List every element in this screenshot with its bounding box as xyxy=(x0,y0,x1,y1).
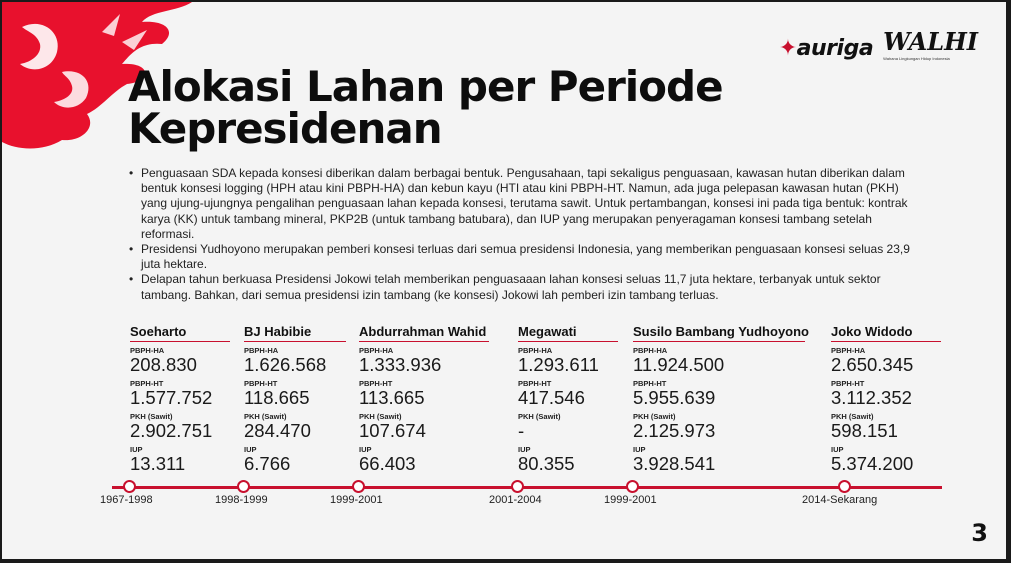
president-name: BJ Habibie xyxy=(244,324,346,342)
president-name: Joko Widodo xyxy=(831,324,941,342)
president-name: Soeharto xyxy=(130,324,230,342)
bullet-item: Penguasaan SDA kepada konsesi diberikan … xyxy=(128,166,918,242)
bullet-list: Penguasaan SDA kepada konsesi diberikan … xyxy=(128,166,918,303)
metric-label: PBPH-HA xyxy=(130,346,165,355)
metric-value: - xyxy=(518,420,525,441)
president-column-widodo: Joko Widodo PBPH-HA 2.650.345 PBPH-HT 3.… xyxy=(831,324,941,474)
metric-label: PBPH-HT xyxy=(518,379,552,388)
timeline-dot xyxy=(626,480,639,493)
metric-value: 3.112.352 xyxy=(831,387,912,408)
president-column-yudhoyono: Susilo Bambang Yudhoyono PBPH-HA 11.924.… xyxy=(633,324,809,474)
metric-value: 1.626.568 xyxy=(244,354,327,375)
metric-value: 80.355 xyxy=(518,453,575,474)
president-name: Megawati xyxy=(518,324,618,342)
auriga-logo: ✦auriga xyxy=(778,36,874,61)
metric-value: 284.470 xyxy=(244,420,311,441)
timeline-dot xyxy=(237,480,250,493)
metric-value: 598.151 xyxy=(831,420,898,441)
metric-value: 13.311 xyxy=(130,453,186,474)
metric-label: PKH (Sawit) xyxy=(130,412,173,421)
partner-logos: ✦auriga WALHI Wahana Lingkungan Hidup In… xyxy=(778,27,978,62)
timeline-dot xyxy=(123,480,136,493)
metric-label: PBPH-HA xyxy=(831,346,866,355)
timeline-dot xyxy=(352,480,365,493)
period-label: 1967-1998 xyxy=(100,494,153,506)
metric-label: IUP xyxy=(831,445,844,454)
president-name: Susilo Bambang Yudhoyono xyxy=(633,324,809,342)
metric-label: PBPH-HT xyxy=(831,379,865,388)
timeline-dot xyxy=(511,480,524,493)
metric-label: IUP xyxy=(518,445,531,454)
metric-value: 1.577.752 xyxy=(130,387,213,408)
timeline-line xyxy=(112,486,942,489)
period-label: 1999-2001 xyxy=(330,494,383,506)
metric-label: PKH (Sawit) xyxy=(831,412,874,421)
president-column-habibie: BJ Habibie PBPH-HA 1.626.568 PBPH-HT 118… xyxy=(244,324,346,474)
period-label: 1998-1999 xyxy=(215,494,268,506)
metric-value: 6.766 xyxy=(244,453,291,474)
page-title-line-1: Alokasi Lahan per Periode xyxy=(128,62,724,111)
metric-value: 2.650.345 xyxy=(831,354,914,375)
metric-label: PBPH-HT xyxy=(244,379,278,388)
metric-value: 5.955.639 xyxy=(633,387,716,408)
metric-value: 417.546 xyxy=(518,387,585,408)
auriga-logo-text: auriga xyxy=(796,36,874,61)
walhi-logo-text: WALHI xyxy=(883,27,978,56)
metric-label: IUP xyxy=(130,445,143,454)
page-title-line-2: Kepresidenan xyxy=(128,104,443,153)
page-title: Alokasi Lahan per Periode Kepresidenan xyxy=(128,62,724,153)
metric-label: PBPH-HT xyxy=(130,379,164,388)
metric-label: PBPH-HA xyxy=(518,346,553,355)
metric-value: 208.830 xyxy=(130,354,197,375)
metric-value: 2.125.973 xyxy=(633,420,716,441)
garuda-decoration-icon xyxy=(2,2,192,149)
page-number: 3 xyxy=(971,519,988,547)
bullet-item: Presidensi Yudhoyono merupakan pemberi k… xyxy=(128,242,918,272)
president-column-soeharto: Soeharto PBPH-HA 208.830 PBPH-HT 1.577.7… xyxy=(130,324,230,474)
period-label: 2001-2004 xyxy=(489,494,542,506)
metric-label: IUP xyxy=(244,445,257,454)
metric-label: PKH (Sawit) xyxy=(518,412,561,421)
metric-label: PKH (Sawit) xyxy=(633,412,676,421)
metric-label: PBPH-HT xyxy=(359,379,393,388)
metric-label: PKH (Sawit) xyxy=(359,412,402,421)
timeline-dot xyxy=(838,480,851,493)
bullet-item: Delapan tahun berkuasa Presidensi Jokowi… xyxy=(128,272,918,302)
metric-label: PBPH-HA xyxy=(244,346,279,355)
metric-label: IUP xyxy=(633,445,646,454)
metric-label: PBPH-HT xyxy=(633,379,667,388)
metric-value: 113.665 xyxy=(359,387,425,408)
metric-value: 107.674 xyxy=(359,420,426,441)
president-column-megawati: Megawati PBPH-HA 1.293.611 PBPH-HT 417.5… xyxy=(518,324,618,474)
metric-label: IUP xyxy=(359,445,372,454)
metric-value: 11.924.500 xyxy=(633,354,725,375)
metric-value: 1.293.611 xyxy=(518,354,599,375)
president-name: Abdurrahman Wahid xyxy=(359,324,489,342)
walhi-logo-subtitle: Wahana Lingkungan Hidup Indonesia xyxy=(883,56,950,61)
metric-value: 66.403 xyxy=(359,453,416,474)
president-column-wahid: Abdurrahman Wahid PBPH-HA 1.333.936 PBPH… xyxy=(359,324,489,474)
metric-value: 1.333.936 xyxy=(359,354,442,375)
metric-label: PBPH-HA xyxy=(633,346,668,355)
period-label: 2014-Sekarang xyxy=(802,494,878,506)
metric-value: 3.928.541 xyxy=(633,453,716,474)
metric-label: PKH (Sawit) xyxy=(244,412,287,421)
metric-value: 2.902.751 xyxy=(130,420,213,441)
metric-value: 5.374.200 xyxy=(831,453,914,474)
metric-label: PBPH-HA xyxy=(359,346,394,355)
period-label: 1999-2001 xyxy=(604,494,657,506)
walhi-logo: WALHI Wahana Lingkungan Hidup Indonesia xyxy=(883,27,978,62)
metric-value: 118.665 xyxy=(244,387,310,408)
